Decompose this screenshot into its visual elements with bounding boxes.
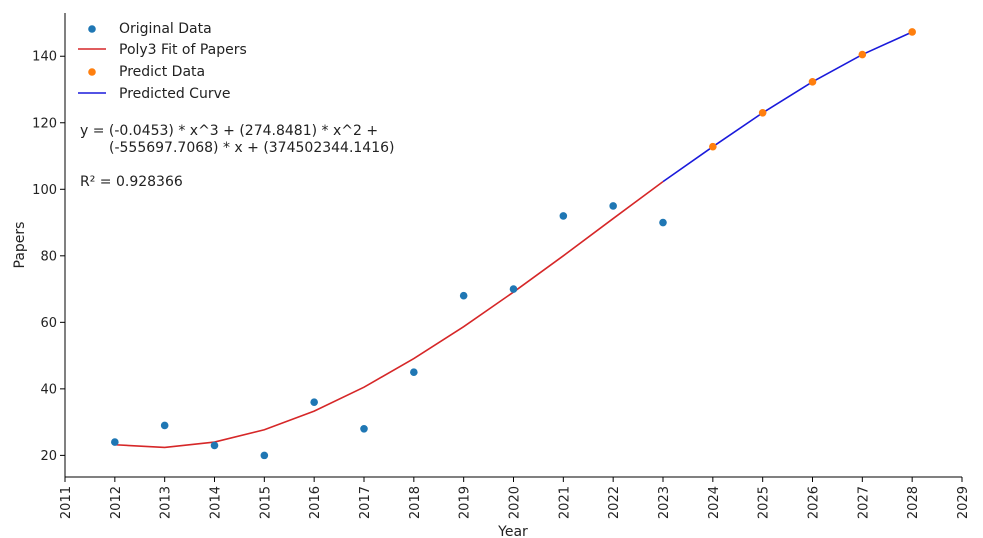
data-point-original-data bbox=[111, 438, 119, 446]
y-tick-label: 120 bbox=[32, 116, 57, 131]
x-tick-label: 2020 bbox=[508, 486, 523, 519]
y-tick-label: 140 bbox=[32, 50, 57, 65]
data-point-predict-data bbox=[808, 78, 817, 86]
equation-line-1: y = (-0.0453) * x^3 + (274.8481) * x^2 + bbox=[80, 123, 378, 139]
data-point-original-data bbox=[260, 451, 269, 460]
y-tick-label: 100 bbox=[32, 183, 57, 198]
x-tick-label: 2023 bbox=[657, 486, 672, 519]
legend-marker-predict-data bbox=[88, 68, 96, 76]
y-tick-label: 60 bbox=[40, 316, 57, 331]
r-squared-label: R² = 0.928366 bbox=[80, 174, 183, 190]
data-point-predict-data bbox=[758, 108, 767, 117]
x-tick-label: 2013 bbox=[159, 486, 174, 519]
x-ticks: 2011 2012 2013 2014 2015 2016 2017 2018 2019 2020… bbox=[59, 477, 971, 519]
legend-label-poly3-fit: Poly3 Fit of Papers bbox=[119, 42, 247, 58]
legend: Original Data Poly3 Fit of Papers Predic… bbox=[78, 21, 247, 102]
y-ticks: 20 40 60 80 100 120 140 bbox=[32, 50, 65, 464]
data-point-original-data bbox=[310, 398, 318, 406]
data-point-original-data bbox=[160, 421, 169, 430]
equation-line-2: (-555697.7068) * x + (374502344.1416) bbox=[109, 140, 394, 156]
axes: 2011 2012 2013 2014 2015 2016 2017 2018 2019 2020… bbox=[32, 13, 971, 519]
y-tick-label: 80 bbox=[40, 249, 57, 264]
x-tick-label: 2017 bbox=[358, 486, 373, 519]
series-line-poly3-fit-of-papers bbox=[114, 180, 664, 449]
data-point-predict-data bbox=[908, 28, 916, 36]
plot-lines bbox=[114, 31, 913, 449]
legend-label-original-data: Original Data bbox=[119, 21, 212, 37]
data-point-original-data bbox=[410, 368, 418, 377]
data-point-original-data bbox=[609, 202, 617, 210]
x-tick-label: 2021 bbox=[557, 486, 572, 519]
data-point-original-data bbox=[509, 285, 518, 293]
data-point-original-data bbox=[559, 212, 568, 220]
y-tick-label: 40 bbox=[40, 382, 57, 397]
data-point-original-data bbox=[659, 218, 667, 227]
x-tick-label: 2027 bbox=[856, 486, 871, 519]
y-tick-label: 20 bbox=[40, 449, 57, 464]
x-tick-label: 2016 bbox=[308, 486, 323, 519]
x-axis-title: Year bbox=[497, 524, 528, 538]
legend-label-predict-data: Predict Data bbox=[119, 64, 205, 80]
x-tick-label: 2025 bbox=[757, 486, 772, 519]
x-tick-label: 2026 bbox=[807, 486, 822, 519]
data-point-predict-data bbox=[709, 142, 717, 151]
equation-annotation: y = (-0.0453) * x^3 + (274.8481) * x^2 +… bbox=[80, 123, 394, 190]
data-point-original-data bbox=[459, 291, 468, 300]
x-tick-label: 2015 bbox=[258, 486, 273, 519]
x-tick-label: 2014 bbox=[209, 486, 224, 519]
y-axis-title: Papers bbox=[12, 222, 28, 269]
x-tick-label: 2018 bbox=[408, 486, 423, 519]
data-point-original-data bbox=[360, 424, 368, 433]
series-line-predicted-curve bbox=[662, 31, 913, 183]
x-tick-label: 2028 bbox=[906, 486, 921, 519]
x-tick-label: 2012 bbox=[109, 486, 124, 519]
legend-marker-original-data bbox=[88, 25, 96, 33]
x-tick-label: 2011 bbox=[59, 486, 74, 519]
legend-label-predicted-curve: Predicted Curve bbox=[119, 86, 230, 102]
x-tick-label: 2024 bbox=[707, 486, 722, 519]
x-tick-label: 2019 bbox=[458, 486, 473, 519]
x-tick-label: 2022 bbox=[607, 486, 622, 519]
x-tick-label: 2029 bbox=[956, 486, 971, 519]
plot-points bbox=[111, 28, 916, 460]
data-point-original-data bbox=[210, 441, 219, 450]
data-point-predict-data bbox=[858, 50, 867, 59]
